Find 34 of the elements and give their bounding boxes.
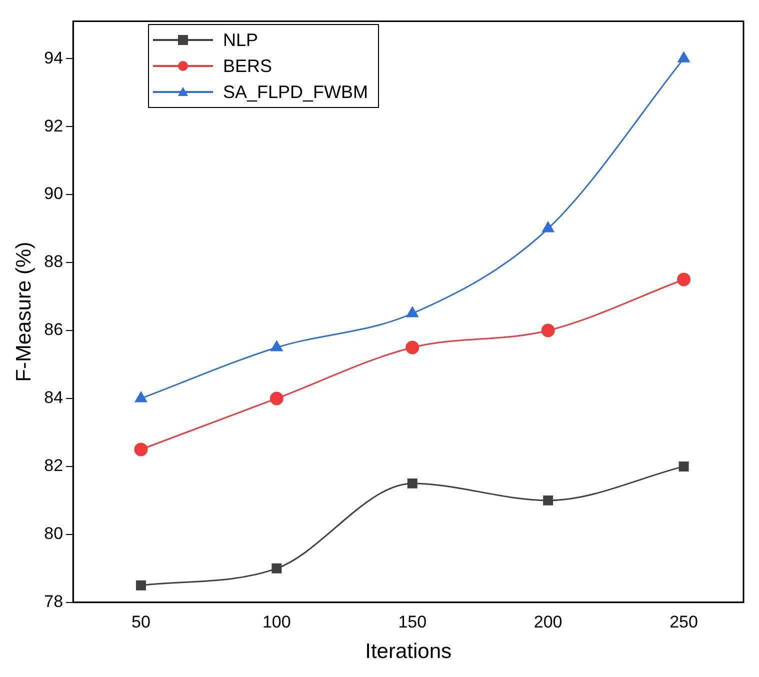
y-axis-title: F-Measure (%) xyxy=(12,242,36,382)
y-tick-label: 86 xyxy=(44,320,64,340)
y-tick-label: 94 xyxy=(44,48,64,68)
point xyxy=(543,495,554,506)
legend-label: SA_FLPD_FWBM xyxy=(223,82,368,102)
x-tick-label: 150 xyxy=(398,612,427,632)
point xyxy=(270,340,283,352)
point xyxy=(406,306,418,318)
x-axis-title: Iterations xyxy=(365,640,452,664)
point xyxy=(677,272,691,286)
point xyxy=(678,52,690,62)
y-tick-label: 88 xyxy=(44,252,64,272)
legend-label: BERS xyxy=(223,56,272,76)
point xyxy=(407,478,418,488)
y-tick-label: 78 xyxy=(44,592,64,612)
point xyxy=(272,563,282,574)
point xyxy=(541,324,555,338)
x-tick-label: 50 xyxy=(132,612,150,632)
point xyxy=(542,222,554,232)
point xyxy=(136,580,146,590)
point xyxy=(406,340,420,354)
x-tick-label: 250 xyxy=(670,612,698,632)
point xyxy=(678,461,689,472)
x-tick-label: 200 xyxy=(534,612,562,632)
y-tick-label: 90 xyxy=(44,184,64,204)
y-tick-label: 84 xyxy=(44,388,64,408)
y-tick-label: 80 xyxy=(44,524,64,544)
point xyxy=(135,392,147,402)
point xyxy=(134,442,148,456)
x-tick-label: 100 xyxy=(262,612,291,632)
legend-label: NLP xyxy=(223,30,258,50)
y-tick-label: 82 xyxy=(44,456,64,476)
y-tick-label: 92 xyxy=(44,116,64,136)
point xyxy=(270,392,284,406)
